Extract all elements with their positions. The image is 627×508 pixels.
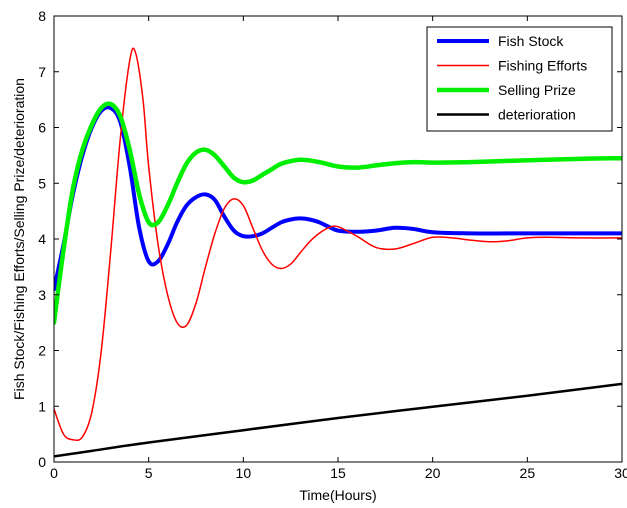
legend-label: deterioration <box>498 107 576 123</box>
y-axis-label: Fish Stock/Fishing Efforts/Selling Prize… <box>11 78 27 400</box>
y-tick-label: 4 <box>38 231 46 247</box>
y-tick-label: 2 <box>38 343 46 359</box>
ticks-layer <box>53 15 623 463</box>
x-axis-label: Time(Hours) <box>299 487 376 503</box>
series-line-fishing-efforts <box>54 47 622 442</box>
y-tick-label: 3 <box>38 287 46 303</box>
y-tick-label: 6 <box>38 120 46 136</box>
x-tick-label: 20 <box>425 465 441 481</box>
y-tick-label: 8 <box>38 8 46 24</box>
legend: Fish Stock Fishing Efforts Selling Prize de… <box>426 26 613 132</box>
series-layer <box>54 47 622 458</box>
y-tick-label: 5 <box>38 175 46 191</box>
x-tick-label: 30 <box>614 465 627 481</box>
legend-label: Selling Prize <box>498 82 576 98</box>
x-tick-label: 15 <box>330 465 346 481</box>
y-tick-label: 0 <box>38 454 46 470</box>
legend-label: Fishing Efforts <box>498 58 587 74</box>
x-tick-label: 25 <box>520 465 536 481</box>
x-tick-label: 0 <box>50 465 58 481</box>
y-tick-label: 7 <box>38 64 46 80</box>
x-tick-label: 5 <box>145 465 153 481</box>
y-tick-label: 1 <box>38 398 46 414</box>
x-tick-label: 10 <box>236 465 252 481</box>
legend-label: Fish Stock <box>498 33 564 49</box>
tick-labels: 0 5 10 15 20 25 30 0 1 2 3 4 5 6 7 8 <box>38 8 627 481</box>
series-line-selling-prize <box>54 101 622 325</box>
series-line-deterioration <box>54 382 622 458</box>
